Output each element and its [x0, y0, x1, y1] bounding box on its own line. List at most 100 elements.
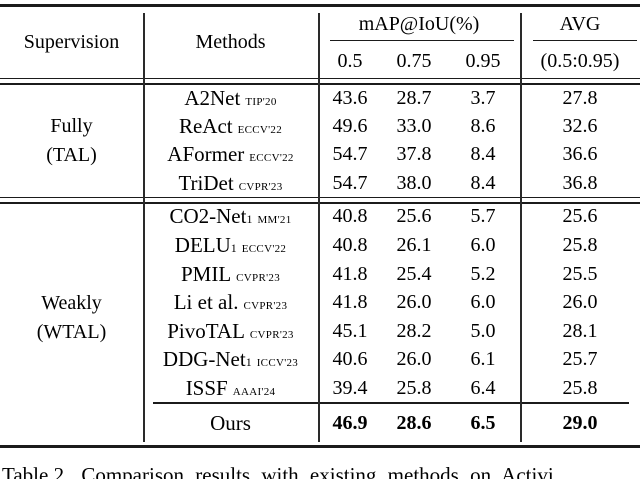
map-095-value: 6.4 [470, 376, 496, 399]
map-050-value: 40.8 [332, 205, 368, 227]
venue-tag: CVPR'23 [249, 328, 294, 341]
table-caption: Table 2. Comparison results with existing… [2, 463, 640, 479]
method-name: PMIL [180, 261, 232, 286]
table-row-ours: Ours 46.9 28.6 6.5 29.0 [0, 409, 640, 438]
method-name: ReAct [178, 113, 233, 138]
method-name: DDG-Net [162, 347, 246, 371]
map-050-value: 41.8 [332, 291, 368, 313]
map-095-value: 8.4 [470, 143, 496, 165]
map-050-value: 49.6 [332, 114, 368, 137]
table-row: DDG-Net 1 ICCV'23 40.6 26.0 6.1 25.7 [0, 345, 640, 374]
method-name: ISSF [185, 375, 228, 400]
table-row: PMIL CVPR'23 41.8 25.4 5.2 25.5 [0, 260, 640, 289]
table-row: A2Net TIP'20 43.6 28.7 3.7 27.8 [0, 84, 640, 112]
header-avg-range: (0.5:0.95) [540, 49, 620, 72]
map-075-value: 25.8 [396, 376, 432, 399]
map-095-value: 8.4 [470, 171, 496, 194]
map-050-value: 40.6 [332, 348, 368, 370]
header-double-rule-2 [0, 83, 640, 85]
map-095-value: 6.5 [470, 412, 496, 434]
avg-value: 28.1 [562, 319, 598, 342]
avg-value: 25.6 [562, 205, 598, 227]
avg-value: 27.8 [562, 86, 598, 109]
method-name: A2Net [184, 85, 241, 110]
group-label-fully: Fully (TAL) [0, 112, 143, 169]
venue-tag: CVPR'23 [243, 300, 288, 312]
header-supervision: Supervision [23, 30, 120, 53]
caption-label: Table 2. [2, 463, 70, 479]
map-050-value: 39.4 [332, 376, 368, 399]
avg-value: 25.8 [562, 234, 598, 256]
table-row: DELU 1 ECCV'22 40.8 26.1 6.0 25.8 [0, 231, 640, 260]
map-095-value: 6.0 [470, 234, 496, 256]
venue-tag: ECCV'22 [237, 123, 283, 136]
map-095-value: 5.0 [470, 319, 496, 342]
map-group-underline [330, 40, 514, 42]
map-050-value: 40.8 [332, 234, 368, 256]
avg-value: 36.8 [562, 171, 598, 194]
map-075-value: 26.0 [396, 291, 432, 313]
table-row: ReAct ECCV'22 49.6 33.0 8.6 32.6 [0, 112, 640, 140]
group-label-weakly-line1: Weakly [41, 292, 102, 314]
table-row: CO2-Net 1 MM'21 40.8 25.6 5.7 25.6 [0, 202, 640, 231]
venue-tag: ICCV'23 [256, 357, 299, 369]
group-label-weakly: Weakly (WTAL) [0, 289, 143, 346]
map-095-value: 5.2 [470, 262, 496, 285]
map-075-value: 37.8 [396, 143, 432, 165]
venue-tag: MM'21 [257, 214, 292, 226]
group-label-fully-line2: (TAL) [46, 143, 97, 166]
map-050-value: 43.6 [332, 86, 368, 109]
avg-value: 32.6 [562, 114, 598, 137]
map-075-value: 26.1 [396, 234, 432, 256]
map-075-value: 28.2 [396, 319, 432, 342]
avg-value: 26.0 [562, 291, 598, 313]
map-050-value: 45.1 [332, 319, 368, 342]
method-name: Ours [210, 411, 251, 435]
header-methods: Methods [195, 30, 266, 53]
map-075-value: 26.0 [396, 348, 432, 370]
avg-value: 29.0 [562, 412, 598, 434]
map-095-value: 3.7 [470, 86, 496, 109]
map-050-value: 54.7 [332, 143, 368, 165]
map-050-value: 41.8 [332, 262, 368, 285]
vertical-rule-avg [520, 13, 522, 442]
ours-cline [153, 402, 629, 404]
venue-tag: CVPR'23 [238, 180, 283, 193]
method-name: AFormer [167, 142, 245, 166]
group-double-rule-1 [0, 196, 640, 198]
map-075-value: 28.6 [396, 412, 432, 434]
table-bottom-rule [0, 445, 640, 448]
avg-value: 36.6 [562, 143, 598, 165]
method-name: DELU [174, 233, 231, 257]
map-075-value: 25.4 [396, 262, 432, 285]
table-row: TriDet CVPR'23 54.7 38.0 8.4 36.8 [0, 169, 640, 197]
map-075-value: 33.0 [396, 114, 432, 137]
venue-tag: CVPR'23 [236, 271, 280, 284]
avg-value: 25.8 [562, 376, 598, 399]
venue-tag: ECCV'22 [249, 152, 294, 164]
group-label-fully-line1: Fully [50, 115, 93, 137]
map-075-value: 38.0 [396, 171, 432, 194]
vertical-rule-supervision [143, 13, 145, 442]
header-iou-075: 0.75 [396, 49, 432, 72]
venue-tag: ECCV'22 [241, 243, 287, 255]
table-row: Li et al. CVPR'23 41.8 26.0 6.0 26.0 [0, 288, 640, 317]
venue-tag: TIP'20 [245, 95, 277, 108]
table-top-rule [0, 4, 640, 7]
table-row: ISSF AAAI'24 39.4 25.8 6.4 25.8 [0, 374, 640, 403]
method-name: Li et al. [173, 290, 239, 314]
avg-value: 25.5 [562, 262, 598, 285]
table-row: AFormer ECCV'22 54.7 37.8 8.4 36.6 [0, 141, 640, 169]
map-095-value: 6.1 [470, 348, 496, 370]
header-map-group: mAP@IoU(%) [358, 12, 480, 35]
method-name: PivoTAL [167, 318, 245, 343]
avg-underline [533, 40, 637, 42]
method-name: TriDet [178, 170, 234, 195]
map-095-value: 5.7 [470, 205, 496, 227]
map-050-value: 46.9 [332, 412, 368, 434]
group-double-rule-2 [0, 202, 640, 204]
venue-tag: AAAI'24 [232, 385, 276, 398]
method-name: CO2-Net [169, 204, 247, 228]
group-label-weakly-line2: (WTAL) [36, 320, 107, 343]
